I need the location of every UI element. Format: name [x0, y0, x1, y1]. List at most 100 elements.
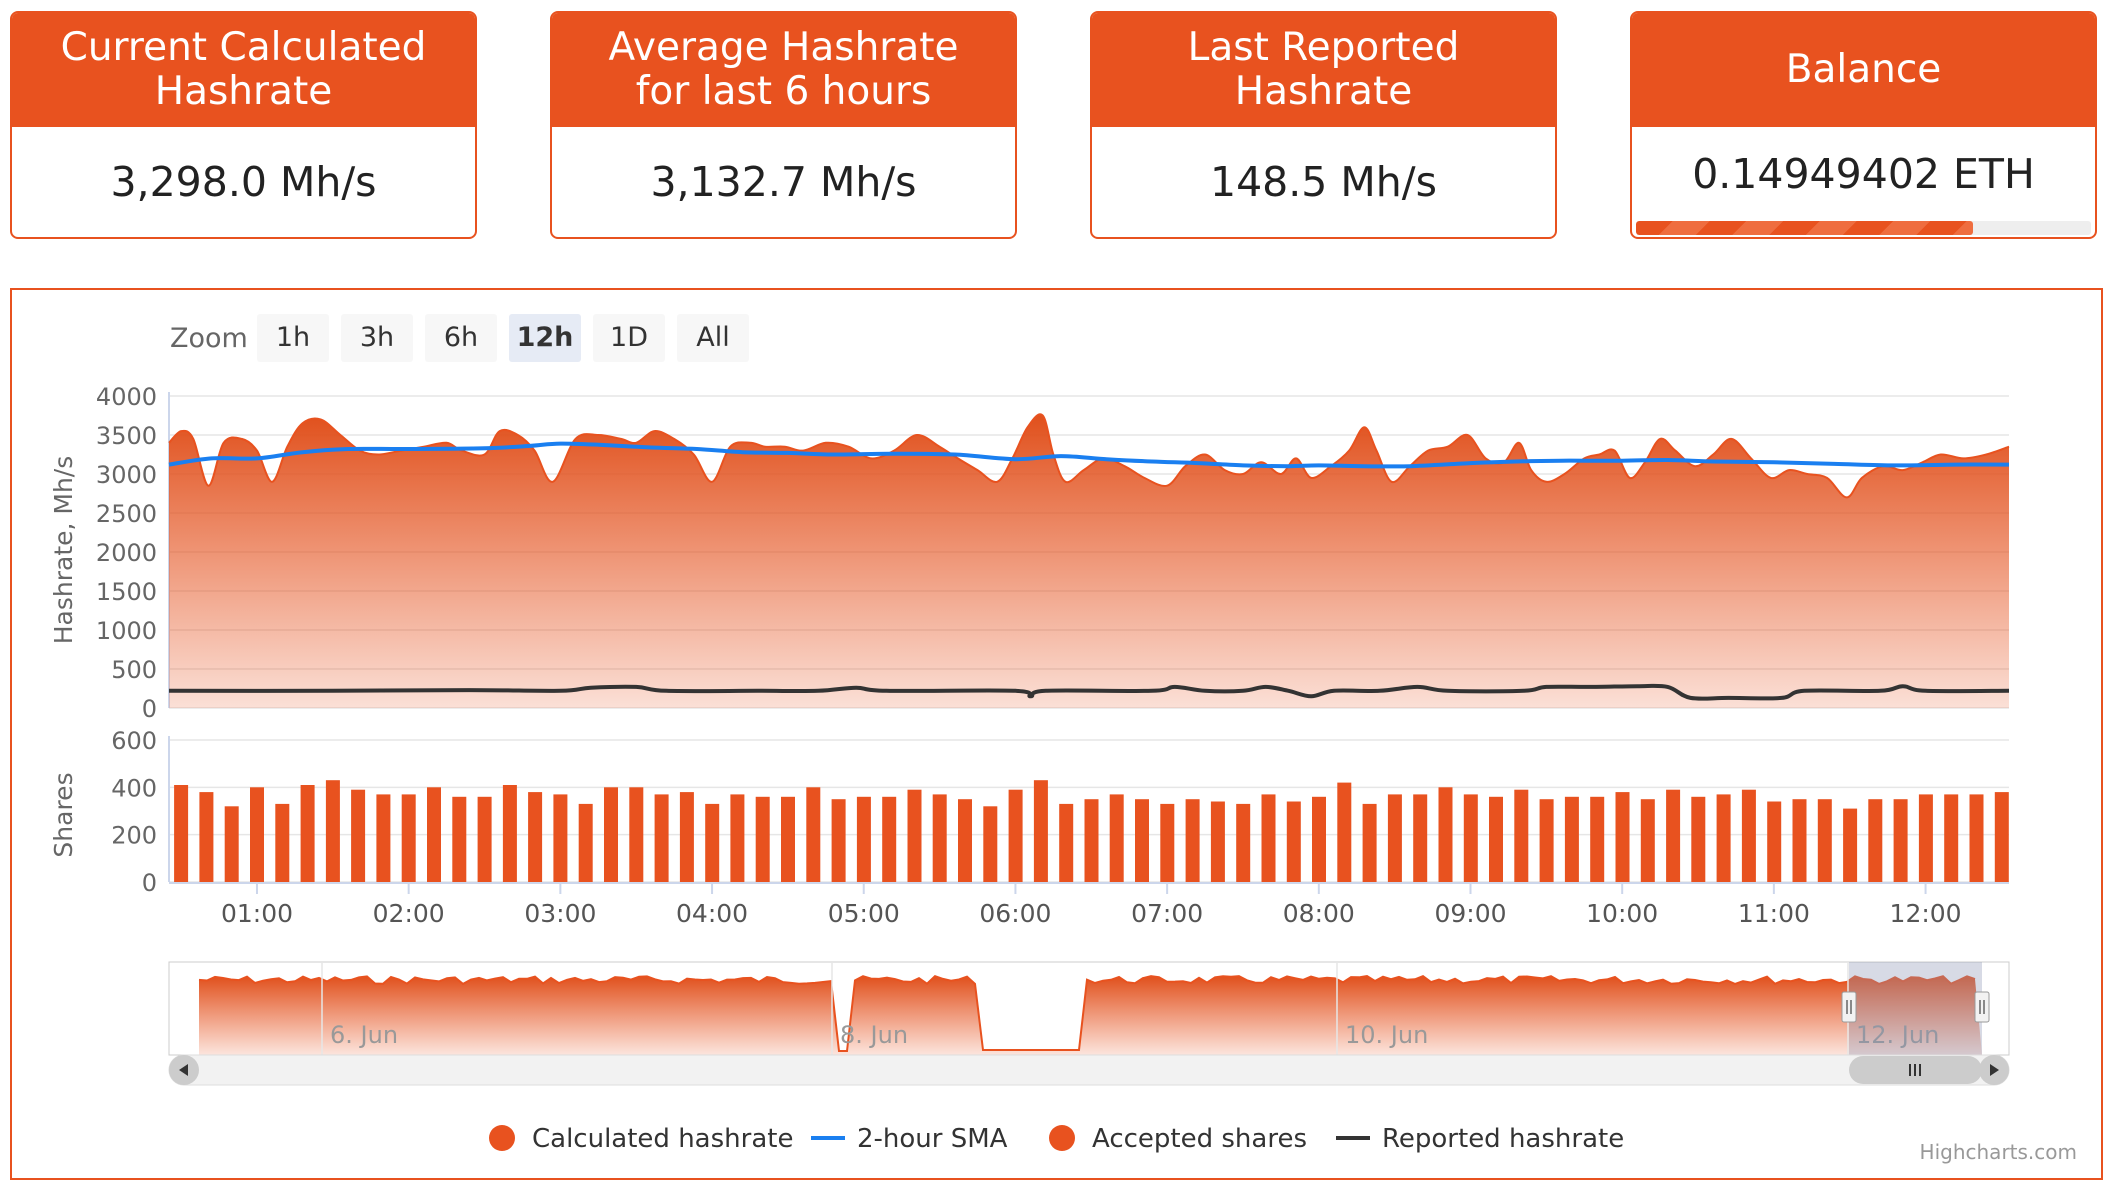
shares-bar — [1185, 799, 1200, 882]
x-tick-label: 05:00 — [828, 899, 900, 928]
shares-bar — [1893, 799, 1908, 882]
zoom-button-6h[interactable]: 6h — [425, 314, 497, 362]
shares-bar — [553, 794, 568, 882]
shares-bar — [1868, 799, 1883, 882]
zoom-button-label: 1h — [276, 322, 310, 353]
chart-legend: Calculated hashrate 2-hour SMA Accepted sh… — [489, 1124, 1624, 1154]
sma-line — [168, 441, 2010, 469]
zoom-buttons: 1h 3h 6h 12h 1D All — [257, 314, 749, 362]
navigator-selected-range[interactable] — [1849, 962, 1982, 1055]
card-title: Current Calculated Hashrate — [12, 13, 475, 127]
y-tick-label: 500 — [111, 656, 157, 684]
shares-bar — [907, 789, 922, 882]
zoom-button-12h[interactable]: 12h — [509, 314, 581, 362]
x-tick-label: 08:00 — [1283, 899, 1355, 928]
y-tick-label: 1000 — [96, 617, 157, 645]
shares-bar — [1539, 799, 1554, 882]
shares-y-axis: 0 200 400 600 — [111, 727, 170, 897]
shares-bar — [705, 803, 720, 882]
x-tick-label: 07:00 — [1131, 899, 1203, 928]
shares-bar — [477, 796, 492, 882]
x-tick-label: 11:00 — [1738, 899, 1810, 928]
legend-item-2-hour-sma[interactable]: 2-hour SMA — [811, 1124, 1008, 1154]
card-average-hashrate: Average Hashrate for last 6 hours 3,132.… — [550, 11, 1017, 239]
legend-item-reported-hashrate[interactable]: Reported hashrate — [1336, 1124, 1624, 1154]
card-title: Average Hashrate for last 6 hours — [552, 13, 1015, 127]
shares-bar — [1210, 801, 1225, 882]
hashrate-y-axis-title: Hashrate, Mh/s — [49, 456, 78, 645]
shares-bar — [932, 794, 947, 882]
shares-bar — [1337, 782, 1352, 882]
balance-progress-fill — [1636, 221, 1973, 235]
zoom-button-label: 12h — [517, 322, 574, 353]
highcharts-credits[interactable]: Highcharts.com — [1920, 1140, 2077, 1164]
card-title: Last Reported Hashrate — [1092, 13, 1555, 127]
shares-bar — [1666, 789, 1681, 882]
shares-bar — [275, 803, 290, 882]
shares-bar — [831, 799, 846, 882]
navigator-scrollbar[interactable] — [168, 1054, 2010, 1086]
zoom-button-3h[interactable]: 3h — [341, 314, 413, 362]
shares-bars — [174, 780, 2009, 882]
x-tick-label: 04:00 — [676, 899, 748, 928]
navigator[interactable]: 6. Jun 8. Jun 10. Jun 12. Jun — [168, 961, 2010, 1056]
time-x-axis: 01:00 02:00 03:00 04:00 05:00 06:00 07:00 08:00… — [169, 882, 2009, 928]
shares-bar — [1286, 801, 1301, 882]
shares-bar — [1918, 794, 1933, 882]
shares-bar — [1944, 794, 1959, 882]
x-tick-label: 03:00 — [524, 899, 596, 928]
shares-bar — [1387, 794, 1402, 882]
scrollbar-track[interactable] — [168, 1054, 2010, 1086]
legend-item-calculated-hashrate[interactable]: Calculated hashrate — [489, 1124, 793, 1154]
y-tick-label: 2000 — [96, 539, 157, 567]
card-value: 148.5 Mh/s — [1210, 158, 1437, 206]
x-tick-label: 01:00 — [221, 899, 293, 928]
shares-bar — [654, 794, 669, 882]
shares-bar — [401, 794, 416, 882]
shares-y-axis-title: Shares — [49, 772, 78, 857]
shares-bar — [1590, 796, 1605, 882]
shares-bar — [1817, 799, 1832, 882]
y-tick-label: 4000 — [96, 383, 157, 411]
y-tick-label: 400 — [111, 774, 157, 802]
y-tick-label: 1500 — [96, 578, 157, 606]
card-value: 0.14949402 ETH — [1692, 150, 2035, 198]
y-tick-label: 600 — [111, 727, 157, 755]
zoom-button-all[interactable]: All — [677, 314, 749, 362]
legend-label: 2-hour SMA — [857, 1124, 1008, 1154]
shares-bar — [629, 787, 644, 882]
shares-bar — [427, 787, 441, 882]
shares-bar — [1489, 796, 1503, 882]
shares-bar — [199, 792, 214, 882]
shares-bar — [1843, 808, 1858, 882]
shares-bar — [679, 792, 694, 882]
arrow-left-icon — [179, 1064, 188, 1076]
card-balance: Balance 0.14949402 ETH — [1630, 11, 2097, 239]
shares-bar — [856, 796, 871, 882]
shares-bar — [1261, 794, 1276, 882]
legend-item-accepted-shares[interactable]: Accepted shares — [1049, 1124, 1307, 1154]
shares-bar — [730, 794, 745, 882]
shares-bar — [1969, 794, 1984, 882]
shares-bar — [1792, 799, 1807, 882]
shares-bar — [1413, 794, 1428, 882]
zoom-label: Zoom — [170, 323, 248, 354]
hashrate-chart-panel: Zoom 1h 3h 6h 12h 1D All 0 500 1000 1500 2000 2500… — [10, 288, 2103, 1180]
y-tick-label: 3000 — [96, 461, 157, 489]
shares-bar — [755, 796, 770, 882]
shares-bar — [806, 787, 821, 882]
zoom-button-1d[interactable]: 1D — [593, 314, 665, 362]
zoom-button-1h[interactable]: 1h — [257, 314, 329, 362]
x-tick-label: 06:00 — [979, 899, 1051, 928]
card-value: 3,298.0 Mh/s — [110, 158, 377, 206]
shares-bar — [1463, 794, 1478, 882]
navigator-right-handle[interactable] — [1974, 991, 1990, 1023]
x-tick-label: 10:00 — [1586, 899, 1658, 928]
x-tick-label: 09:00 — [1434, 899, 1506, 928]
navigator-left-handle[interactable] — [1841, 991, 1857, 1023]
shares-bar — [1160, 803, 1175, 882]
shares-bar — [1236, 803, 1251, 882]
shares-bar — [300, 785, 315, 882]
shares-bar — [1059, 803, 1074, 882]
navigator-date-labels: 6. Jun 8. Jun 10. Jun 12. Jun — [321, 962, 1939, 1055]
